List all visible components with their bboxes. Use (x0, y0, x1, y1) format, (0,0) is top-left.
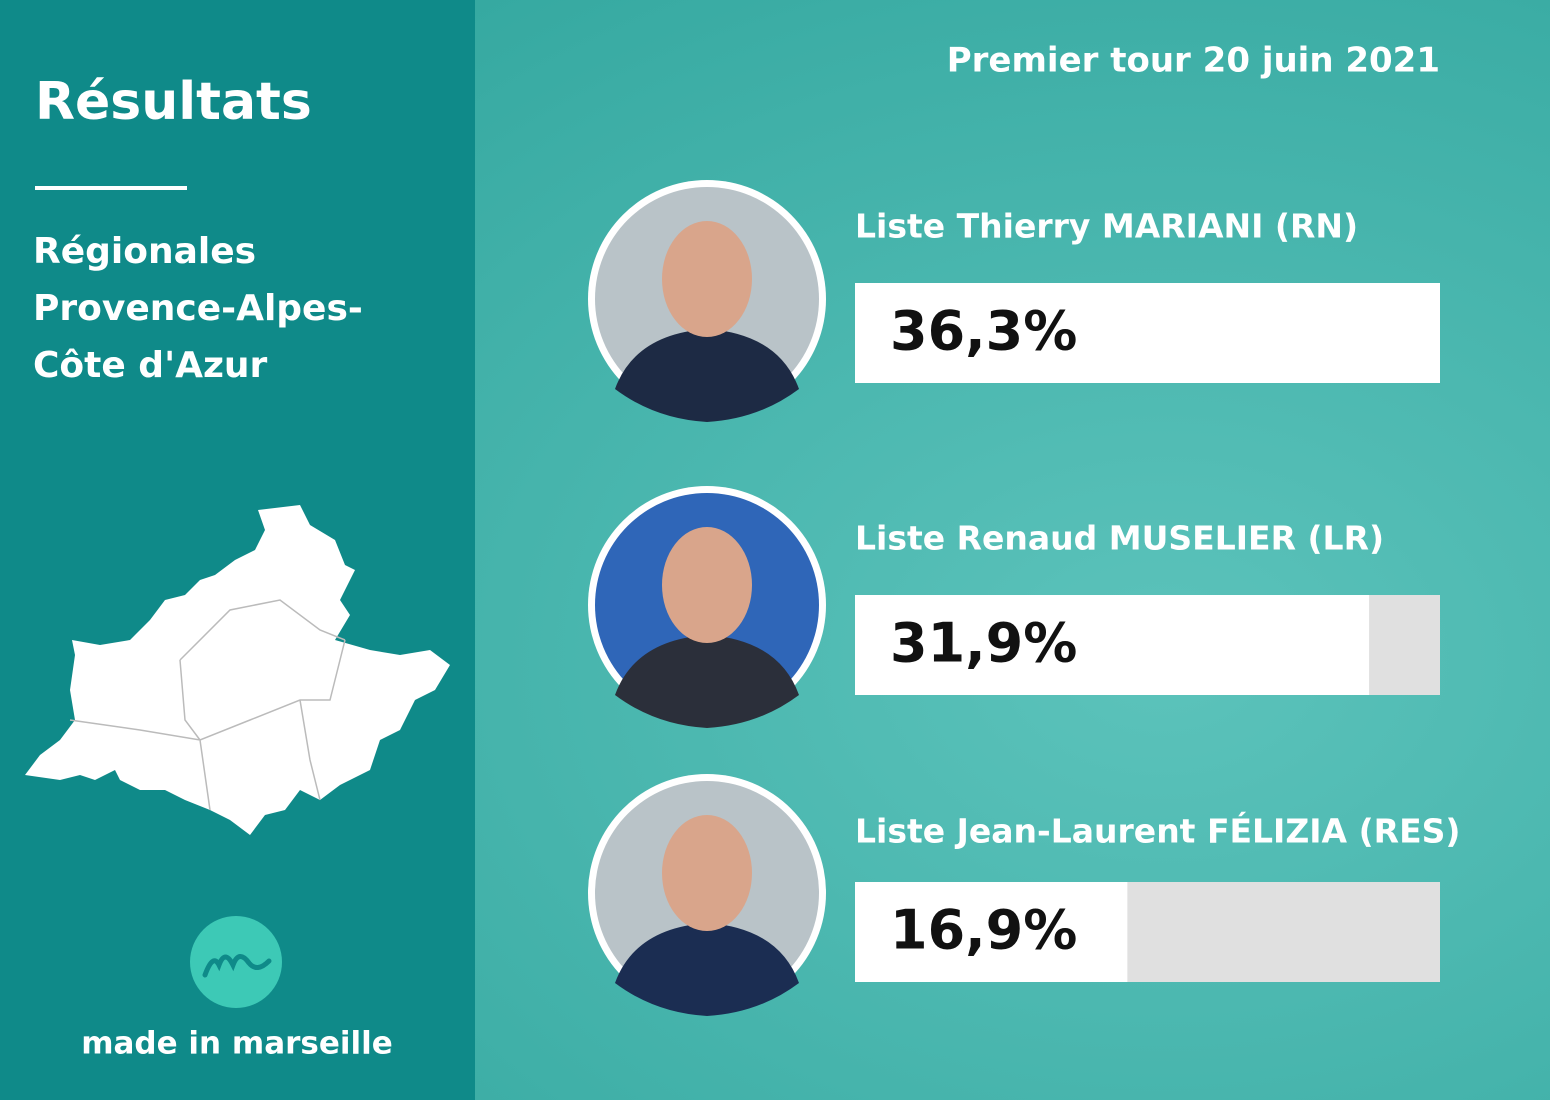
subtitle: Régionales (33, 231, 256, 272)
candidate-name: Liste Renaud MUSELIER (LR) (855, 519, 1384, 558)
portrait-body (615, 635, 799, 728)
value-label: 31,9% (890, 612, 1077, 675)
brand-name: made in marseille (81, 1026, 393, 1062)
region-map (25, 505, 450, 835)
subtitle: Côte d'Azur (33, 345, 268, 386)
candidate-name: Liste Jean-Laurent FÉLIZIA (RES) (855, 811, 1460, 851)
date-annotation: Premier tour 20 juin 2021 (947, 41, 1440, 81)
portrait-head (662, 221, 752, 337)
portrait-body (615, 329, 799, 422)
candidate-name: Liste Thierry MARIANI (RN) (855, 207, 1358, 246)
portrait-body (615, 923, 799, 1016)
portrait-head (662, 527, 752, 643)
brand-logo-mark (202, 954, 272, 978)
portrait-head (662, 815, 752, 931)
subtitle: Provence-Alpes- (33, 288, 363, 329)
title: Résultats (35, 72, 312, 132)
bar (855, 882, 1128, 982)
bar (855, 595, 1370, 695)
value-label: 16,9% (890, 899, 1077, 962)
bar (855, 283, 1440, 383)
divider (35, 186, 187, 190)
value-label: 36,3% (890, 300, 1077, 363)
